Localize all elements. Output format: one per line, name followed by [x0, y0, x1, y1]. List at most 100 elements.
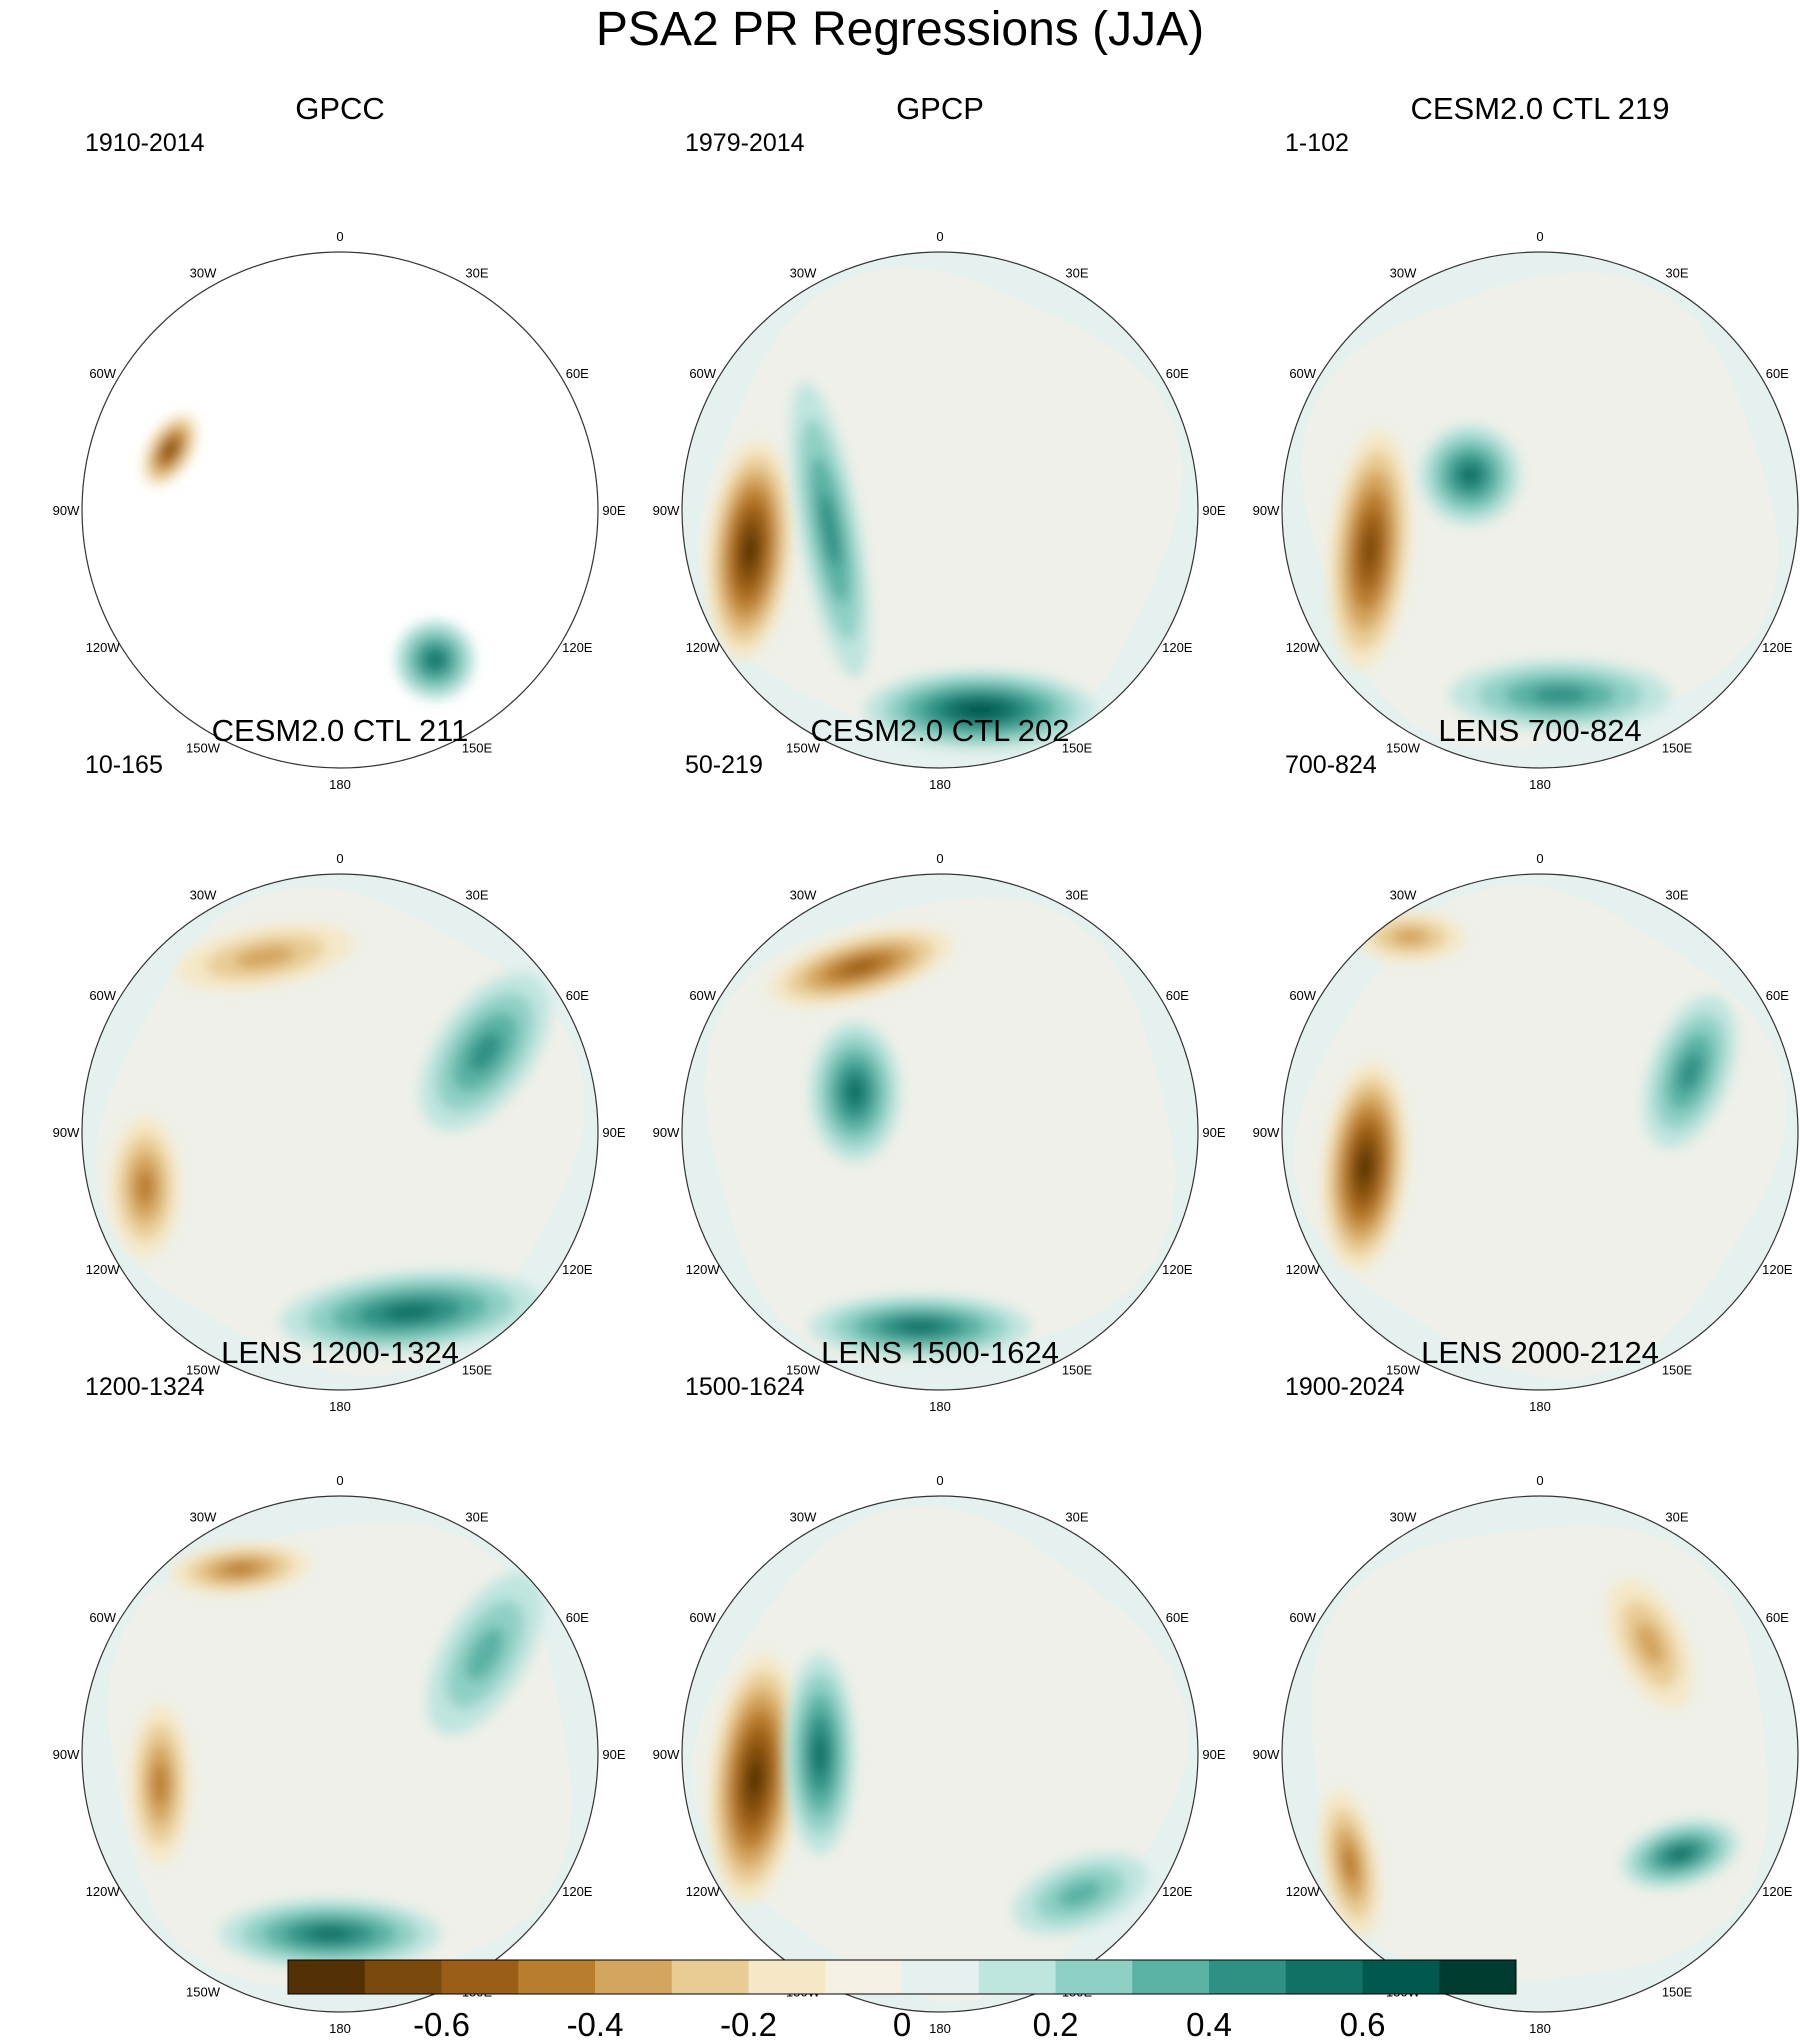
map-border: [1281, 251, 1799, 769]
longitude-label: 180: [929, 2021, 951, 2036]
longitude-label: 30E: [1665, 1510, 1688, 1525]
colorbar-swatch: [978, 1960, 1056, 1994]
colorbar-swatch: [595, 1960, 673, 1994]
longitude-label: 120W: [86, 640, 121, 655]
colorbar: -0.6 -0.4 -0.2 0 0.2 0.4 0.6: [287, 1959, 1517, 2042]
map-panel: GPCP 1979-2014 0 30E 60E 90E 120E 150E 180 150W 12…: [640, 90, 1240, 792]
longitude-label: 120W: [86, 1262, 121, 1277]
longitude-label: 120E: [1762, 1884, 1793, 1899]
panel-period: 10-165: [85, 751, 163, 779]
map-border: [81, 251, 599, 769]
anomaly-feature: [1420, 425, 1520, 525]
panel-title: LENS 2000-2124: [1421, 1335, 1659, 1370]
longitude-label: 60W: [89, 988, 116, 1003]
anomaly-feature: [427, 1573, 543, 1735]
longitude-label: 0: [1536, 1473, 1543, 1488]
anomaly-feature: [220, 1899, 440, 1969]
longitude-label: 180: [1529, 1399, 1551, 1414]
colorbar-swatch: [288, 1960, 366, 1994]
map-border: [81, 873, 599, 1391]
longitude-label: 30E: [465, 266, 488, 281]
panel-period: 1200-1324: [85, 1373, 205, 1401]
longitude-label: 90W: [53, 503, 80, 518]
longitude-label: 120W: [686, 1884, 721, 1899]
longitude-label: 60E: [566, 1610, 589, 1625]
longitude-label: 60E: [1766, 1610, 1789, 1625]
longitude-label: 30W: [190, 888, 217, 903]
panel-title: LENS 1500-1624: [821, 1335, 1059, 1370]
longitude-label: 0: [936, 851, 943, 866]
longitude-label: 120E: [1762, 1262, 1793, 1277]
map-panel: LENS 2000-21241900-2024030E60E90E120E150…: [1240, 1334, 1800, 2036]
longitude-label: 90E: [1202, 503, 1225, 518]
longitude-label: 120E: [562, 1884, 593, 1899]
panel-period: 700-824: [1285, 751, 1377, 779]
longitude-label: 60W: [689, 366, 716, 381]
colorbar-tick-label: 0.6: [1340, 2006, 1386, 2042]
panel-period: 1500-1624: [685, 1373, 805, 1401]
colorbar-swatch: [1132, 1960, 1210, 1994]
longitude-label: 150W: [1386, 1362, 1421, 1377]
colorbar-swatch: [364, 1960, 442, 1994]
longitude-label: 90W: [53, 1125, 80, 1140]
map-border: [681, 251, 1199, 769]
longitude-label: 180: [329, 2021, 351, 2036]
longitude-label: 30E: [465, 1510, 488, 1525]
longitude-label: 90W: [653, 1125, 680, 1140]
longitude-label: 120W: [86, 1884, 121, 1899]
longitude-label: 0: [336, 851, 343, 866]
map-panel: CESM2.0 CTL 202 50-219 0 30E 60E 90E 120E 150E 1…: [640, 712, 1240, 1414]
longitude-label: 30W: [790, 888, 817, 903]
anomaly-feature: [280, 1270, 540, 1354]
panel-period: 1910-2014: [85, 129, 205, 157]
longitude-label: 90E: [1202, 1747, 1225, 1762]
panel-period: 1979-2014: [685, 129, 805, 157]
panel-title: GPCP: [896, 91, 984, 126]
longitude-label: 150E: [1662, 740, 1693, 755]
longitude-label: 60E: [1166, 988, 1189, 1003]
longitude-label: 180: [929, 777, 951, 792]
longitude-label: 30W: [1390, 888, 1417, 903]
longitude-label: 180: [1529, 2021, 1551, 2036]
panel-period: 1900-2024: [1285, 1373, 1405, 1401]
longitude-label: 120W: [686, 1262, 721, 1277]
map-panel: LENS 1500-1624 1500-1624 0 30E 60E 90E 120E 150…: [640, 1334, 1240, 2036]
longitude-label: 90W: [53, 1747, 80, 1762]
longitude-label: 60E: [1166, 366, 1189, 381]
anomaly-feature: [1606, 1578, 1694, 1710]
anomaly-feature: [142, 413, 198, 487]
longitude-label: 150E: [1062, 1362, 1093, 1377]
longitude-label: 150W: [186, 740, 221, 755]
longitude-label: 90W: [1253, 1747, 1280, 1762]
longitude-label: 180: [929, 1399, 951, 1414]
anomaly-feature: [1319, 1789, 1381, 1939]
longitude-label: 60E: [1166, 1610, 1189, 1625]
longitude-label: 120W: [1286, 1884, 1321, 1899]
anomaly-feature: [176, 923, 354, 991]
longitude-label: 90W: [1253, 503, 1280, 518]
longitude-label: 150W: [786, 740, 821, 755]
panel-title: GPCC: [295, 91, 385, 126]
anomaly-feature: [865, 670, 1095, 750]
longitude-label: 60E: [1766, 988, 1789, 1003]
longitude-label: 60W: [1289, 1610, 1316, 1625]
longitude-label: 150E: [1062, 740, 1093, 755]
longitude-label: 150E: [462, 740, 493, 755]
panel-title: LENS 700-824: [1438, 713, 1642, 748]
map-panel: LENS 1200-1324 1200-1324 0 30E 60E 90E 120E 150…: [40, 1334, 640, 2036]
map-border: [1281, 1495, 1799, 2013]
anomaly-feature: [767, 927, 953, 1007]
longitude-label: 150E: [462, 1362, 493, 1377]
longitude-label: 120E: [1162, 1262, 1193, 1277]
longitude-label: 60W: [89, 366, 116, 381]
longitude-label: 30W: [190, 1510, 217, 1525]
longitude-label: 0: [936, 1473, 943, 1488]
longitude-label: 90E: [602, 1125, 625, 1140]
colorbar-tick-label: -0.6: [413, 2006, 470, 2042]
map-border: [81, 1495, 599, 2013]
